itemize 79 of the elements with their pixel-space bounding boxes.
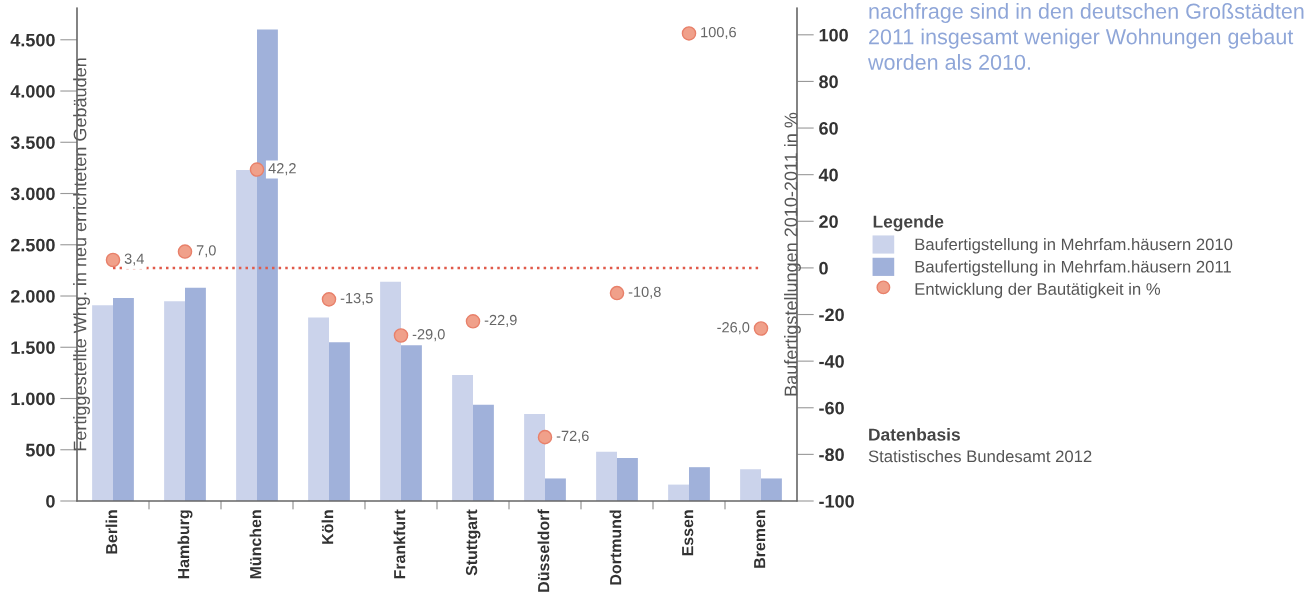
x-tick-label: Stuttgart: [465, 509, 481, 576]
x-tick-label: Bremen: [754, 510, 766, 568]
point: [681, 26, 697, 41]
y-tick-label: 2.000: [10, 289, 55, 303]
bar: [473, 404, 494, 501]
data-label: -29,0: [412, 329, 445, 342]
bar: [92, 305, 113, 501]
point: [321, 292, 337, 307]
bar: [185, 287, 206, 501]
text: Statistisches Bundesamt 2012: [868, 450, 1092, 463]
x-tick-label: Frankfurt: [393, 509, 406, 579]
y-tick-label: 2.500: [10, 238, 55, 252]
point: [609, 285, 625, 301]
legend-label: Entwicklung der Bautätigkeit in %: [915, 282, 1161, 299]
data-label: 3,4: [124, 253, 144, 266]
x-tick-label: Berlin: [105, 510, 118, 554]
point: [465, 313, 481, 329]
bar: [761, 478, 782, 501]
bar: [308, 317, 329, 501]
y-tick-label: 1.000: [11, 392, 55, 406]
y-tick-label: 500: [25, 443, 55, 457]
bar: [452, 374, 473, 501]
y2-tick-label: -80: [819, 448, 844, 462]
y-tick-label: 3.000: [10, 187, 55, 201]
y2-tick-label: 100: [819, 28, 848, 42]
bar: [689, 467, 710, 501]
y2-axis-title: Baufertigstellungen 2010-2011 in %: [784, 112, 801, 396]
bar: [740, 469, 761, 501]
y2-tick-label: 0: [819, 261, 828, 275]
bar: [164, 301, 185, 501]
bar: [329, 342, 350, 501]
legend-label: Baufertigstellung in Mehrfam.häusern 2011: [915, 260, 1231, 276]
y2-tick-label: -20: [819, 308, 844, 322]
y2-tick-label: 80: [819, 75, 838, 89]
y2-tick-label: -60: [819, 401, 844, 415]
data-label: -26,0: [717, 322, 750, 335]
bar: [236, 169, 257, 501]
y2-tick-label: -100: [819, 494, 854, 508]
bar: [545, 478, 566, 501]
x-tick-label: München: [249, 510, 262, 579]
text: nachfrage sind in den deutschen Großstädten 2011 insgesamt weniger Wohnungen gebaut worden als 2010.: [867, 3, 1304, 70]
data-label: 100,6: [701, 27, 736, 40]
y-tick-label: 3.500: [10, 136, 55, 150]
bar: [596, 451, 617, 501]
data-label: -22,9: [484, 314, 517, 327]
x-tick-label: Dortmund: [609, 510, 622, 585]
x-tick-label: Essen: [682, 510, 694, 556]
bar: [617, 457, 638, 501]
y2-tick-label: 20: [819, 215, 838, 228]
point: [177, 244, 193, 259]
data-label: 7,0: [196, 245, 216, 258]
data-label: -72,6: [556, 430, 589, 443]
y-axis-title: Fertiggestellte Whg. in neu errichteten Gebäuden: [73, 58, 90, 451]
legend-title: Legende: [873, 215, 944, 232]
y2-tick-label: -40: [819, 355, 844, 368]
point: [249, 162, 265, 177]
legend-label: Baufertigstellung in Mehrfam.häusern 2010: [915, 238, 1233, 254]
bar: [113, 298, 134, 501]
data-label: -10,8: [628, 286, 661, 299]
bar: [524, 413, 545, 501]
text: Datenbasis: [869, 428, 960, 441]
y-tick-label: 1.500: [11, 341, 55, 354]
bar: [668, 484, 689, 501]
x-tick-label: Hamburg: [177, 510, 193, 579]
point: [753, 321, 769, 336]
bar: [380, 281, 401, 501]
y-tick-label: 0: [46, 494, 55, 508]
point: [393, 328, 409, 343]
x-tick-label: Düsseldorf: [537, 509, 550, 592]
y2-tick-label: 40: [818, 168, 838, 182]
point: [537, 429, 553, 445]
bar: [401, 345, 422, 501]
y-tick-label: 4.000: [10, 84, 55, 98]
y-tick-label: 4.500: [10, 33, 55, 47]
point: [105, 252, 121, 268]
y2-tick-label: 60: [819, 121, 838, 135]
data-label: 42,2: [268, 163, 296, 176]
x-tick-label: Köln: [321, 510, 334, 544]
data-label: -13,5: [340, 292, 373, 306]
